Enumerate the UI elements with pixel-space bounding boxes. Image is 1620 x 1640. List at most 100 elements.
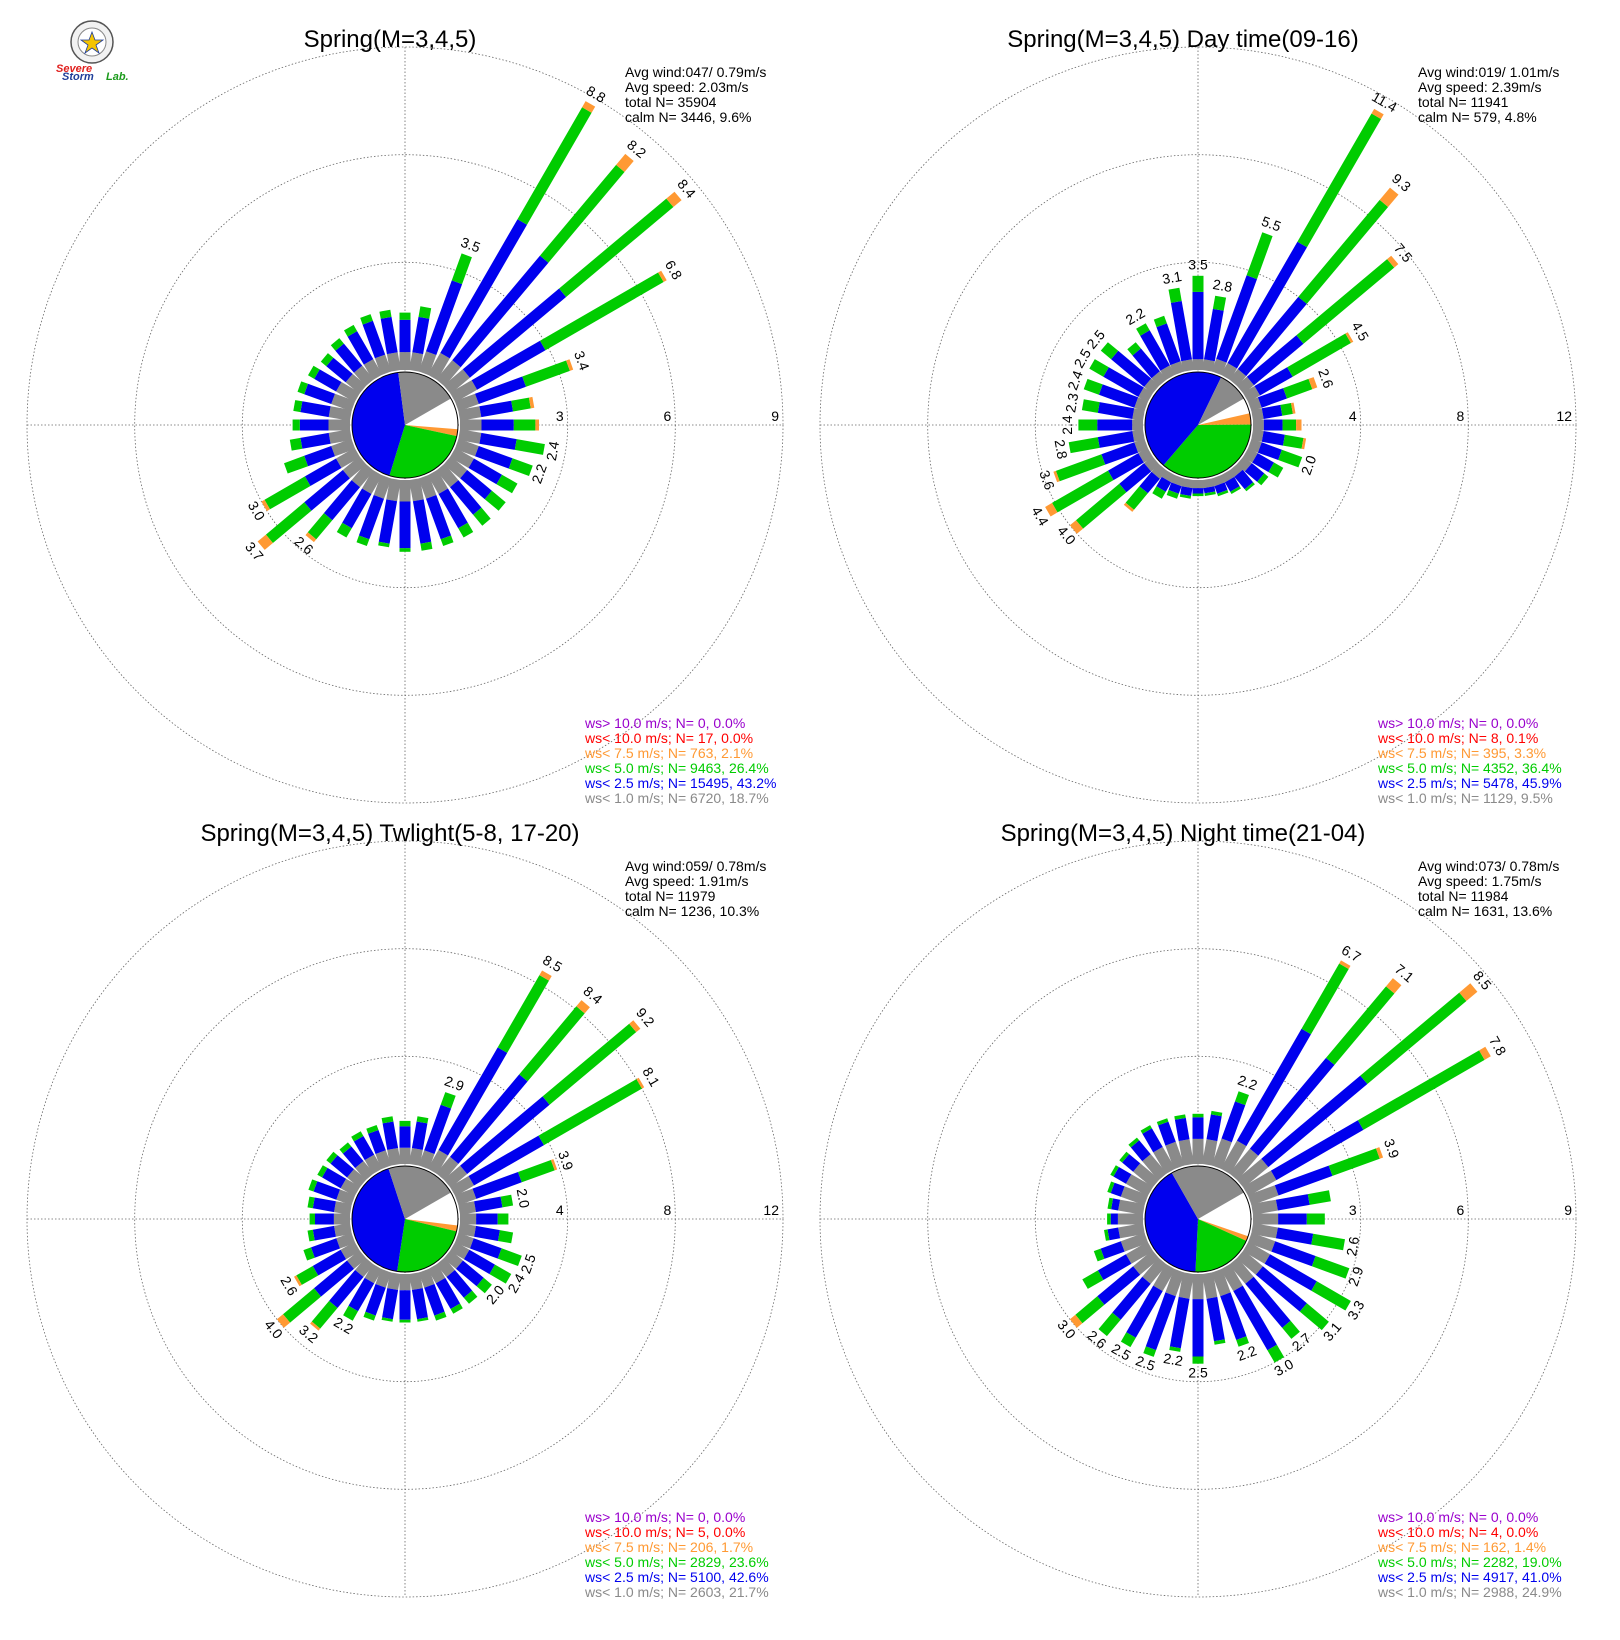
bar-segment-lt1: [418, 474, 437, 499]
bar-segment-lt5: [1278, 449, 1303, 468]
bar-label: 2.4: [1059, 415, 1075, 435]
bar-segment-lt1: [364, 1263, 383, 1284]
bar-segment-lt2_5: [1119, 463, 1152, 493]
bar-segment-lt2_5: [1110, 1182, 1125, 1197]
bar-segment-lt2_5: [399, 319, 411, 353]
bar-segment-lt2_5: [1156, 476, 1172, 492]
bar-segment-lt5: [1107, 1213, 1111, 1225]
bar-segment-lt5: [1104, 1229, 1110, 1241]
bar-segment-lt5: [513, 419, 536, 431]
bar-segment-lt1: [1132, 419, 1143, 431]
bar-segment-lt1: [1229, 1148, 1259, 1181]
bar-segment-lt1: [418, 1268, 435, 1288]
legend-entry: ws< 10.0 m/s; N= 8, 0.1%: [1377, 730, 1538, 746]
legend-entry: ws< 10.0 m/s; N= 5, 0.0%: [584, 1524, 745, 1540]
bar-segment-lt1: [1247, 438, 1262, 453]
bar-segment-lt2_5: [479, 400, 514, 418]
bar-segment-lt1: [1253, 1213, 1279, 1225]
bar-segment-lt5: [303, 1247, 315, 1261]
chart-title: Spring(M=3,4,5) Day time(09-16): [1007, 26, 1358, 53]
bar-segment-lt5: [1075, 1296, 1105, 1324]
bar-label: 2.2: [1235, 1342, 1259, 1364]
bar-segment-lt2_5: [1255, 1266, 1307, 1312]
bar-segment-lt5: [1282, 419, 1297, 431]
bar-segment-lt5: [1311, 1281, 1351, 1311]
bar-segment-lt1: [1253, 419, 1264, 431]
ring-label: 6: [664, 408, 672, 424]
logo-text-severe: Severe: [56, 63, 92, 75]
bar-segment-lt5: [440, 535, 454, 546]
bar-segment-lt1: [336, 447, 361, 468]
bar-segment-lt5: [351, 1131, 364, 1142]
bar-segment-lt5: [1120, 1332, 1136, 1348]
bar-segment-lt2_5: [1244, 463, 1265, 482]
bar-segment-lt7_5: [1053, 470, 1060, 483]
bar-segment-lt7_5: [616, 153, 634, 172]
pie-outline: [351, 371, 459, 479]
bar-label: 2.4: [1064, 368, 1086, 392]
bar-segment-lt2_5: [1192, 488, 1204, 494]
bar-segment-lt2_5: [1158, 1121, 1176, 1146]
ring-label: 6: [1457, 1202, 1465, 1218]
legend-entry: ws< 5.0 m/s; N= 2829, 23.6%: [584, 1554, 769, 1570]
info-line: Avg speed: 1.75m/s: [1418, 873, 1541, 889]
bar-segment-lt2_5: [474, 1225, 500, 1241]
pie-outline: [1144, 1165, 1252, 1273]
bar-segment-lt2_5: [411, 1121, 428, 1150]
legend-entry: ws< 7.5 m/s; N= 395, 3.3%: [1377, 745, 1546, 761]
logo-star-icon: [79, 30, 105, 55]
bar-segment-lt5: [1153, 315, 1167, 328]
windrose-panel-4: 3 6 92.26.77.1 8.57.83.92.62.93.33.12.73.02…: [819, 820, 1577, 1600]
bar-label: 2.5: [1188, 1364, 1208, 1380]
bar-segment-lt5: [1152, 486, 1166, 499]
bar-segment-lt1: [1202, 478, 1215, 489]
bar-segment-lt7_5: [294, 1275, 302, 1287]
pie-slice-lt1: [388, 1165, 451, 1219]
bar-segment-lt7_5: [305, 532, 317, 543]
bar-segment-lt5: [434, 1311, 447, 1321]
bar-segment-lt5: [1078, 419, 1098, 431]
bar-segment-lt2_5: [1246, 335, 1304, 386]
windrose-panel-2: 4 8 123.52.85.511.49.37.54.52.62.04.04.43.…: [819, 26, 1577, 806]
legend-entry: ws< 2.5 m/s; N= 15495, 43.2%: [584, 775, 776, 791]
bar-segment-lt5: [497, 1248, 522, 1266]
bar-segment-lt7_5: [666, 191, 682, 207]
bar-segment-lt2_5: [1214, 482, 1228, 494]
bar-segment-lt1: [1142, 1257, 1167, 1284]
bar-segment-lt5: [399, 1319, 411, 1323]
bar-segment-lt5: [450, 1303, 463, 1314]
bar-segment-lt2_5: [426, 495, 452, 540]
bar-label: 2.9: [442, 1073, 466, 1095]
info-line: Avg wind:019/ 1.01m/s: [1418, 64, 1559, 80]
bar-segment-lt1: [449, 1241, 470, 1260]
info-line: Avg speed: 1.91m/s: [625, 873, 748, 889]
bar-segment-lt5: [1136, 323, 1150, 336]
bar-segment-lt2_5: [1233, 1285, 1277, 1351]
bar-segment-lt5: [307, 1229, 315, 1242]
bar-segment-lt5: [463, 1290, 478, 1304]
legend-entry: ws< 5.0 m/s; N= 9463, 26.4%: [584, 760, 769, 776]
bar-segment-lt2_5: [1261, 431, 1285, 446]
bar-segment-lt5: [440, 1092, 456, 1109]
bar-segment-lt1: [443, 1250, 463, 1269]
bar-segment-lt1: [409, 478, 424, 502]
bar-segment-lt2_5: [304, 383, 335, 404]
bar-segment-lt5: [1296, 259, 1395, 344]
bar-segment-lt7_5: [276, 1314, 291, 1328]
bar-segment-lt1: [443, 1165, 468, 1188]
bar-segment-lt2_5: [1103, 367, 1144, 397]
bar-segment-lt1: [409, 352, 424, 372]
bar-segment-lt1: [328, 419, 350, 431]
bar-segment-lt1: [364, 1154, 383, 1175]
bar-segment-lt2_5: [1224, 476, 1240, 492]
bar-segment-lt2_5: [468, 1135, 544, 1186]
bar-segment-lt5: [1110, 1165, 1119, 1177]
bar-segment-lt2_5: [438, 488, 468, 529]
bar-segment-lt7_5: [576, 1000, 590, 1014]
bar-segment-lt2_5: [335, 343, 363, 373]
bar-segment-lt1: [1117, 1213, 1143, 1225]
bar-segment-lt2_5: [1261, 1075, 1368, 1168]
bar-segment-lt1: [1247, 397, 1262, 412]
chart-title: Spring(M=3,4,5) Twlight(5-8, 17-20): [200, 820, 579, 847]
bar-segment-lt1: [1178, 1272, 1194, 1299]
